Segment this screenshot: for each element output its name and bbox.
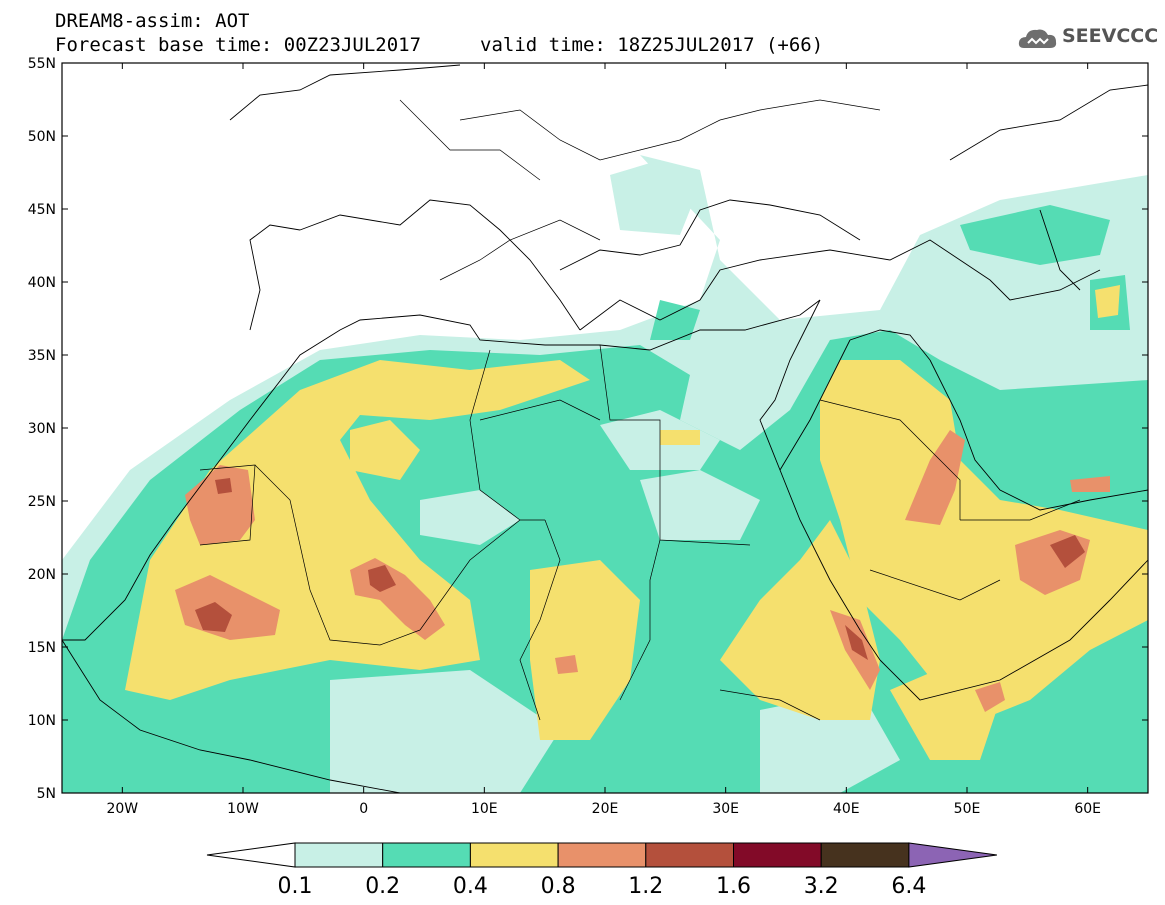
lon-label: 10E	[471, 801, 498, 817]
aot-field	[62, 63, 1148, 793]
colorbar-label: 0.8	[541, 874, 576, 899]
logo-text: SEEVCCC	[1062, 25, 1159, 47]
lon-label: 20W	[106, 801, 138, 817]
colorbar-low-extension	[206, 842, 296, 868]
colorbar-swatch	[294, 842, 384, 868]
coastlines	[62, 64, 1148, 793]
colorbar-label: 1.6	[716, 874, 751, 899]
lon-label: 60E	[1074, 801, 1101, 817]
lat-label: 30N	[28, 421, 56, 437]
axis-labels: 55N 50N 45N 40N 35N 30N 25N 20N 15N 10N 5N 20W 10W 0 1…	[28, 56, 1148, 817]
colorbar-label: 0.4	[453, 874, 488, 899]
lat-label: 55N	[28, 56, 56, 72]
lon-label: 10W	[227, 801, 259, 817]
lat-label: 50N	[28, 129, 56, 145]
lon-label: 50E	[954, 801, 981, 817]
colorbar-swatch	[469, 842, 559, 868]
colorbar-swatch	[820, 842, 910, 868]
colorbar-label: 0.1	[278, 874, 313, 899]
colorbar: 0.1 0.2 0.4 0.8 1.2 1.6 3.2 6.4	[206, 842, 997, 899]
colorbar-label: 1.2	[628, 874, 663, 899]
colorbar-label: 3.2	[804, 874, 839, 899]
colorbar-swatch	[382, 842, 471, 868]
lat-label: 5N	[37, 786, 56, 802]
country-borders	[199, 99, 1081, 721]
colorbar-swatch	[557, 842, 647, 868]
lon-label: 30E	[712, 801, 739, 817]
colorbar-label: 0.2	[365, 874, 400, 899]
colorbar-swatch	[733, 842, 822, 868]
lat-label: 20N	[28, 567, 56, 583]
lon-label: 40E	[833, 801, 860, 817]
map-title: DREAM8-assim: AOT	[55, 10, 250, 32]
forecast-base-time: Forecast base time: 00Z23JUL2017	[55, 34, 422, 56]
colorbar-swatch	[645, 842, 734, 868]
cloud-logo-icon	[1018, 29, 1057, 48]
lon-label: 0	[359, 801, 368, 817]
lat-label: 35N	[28, 348, 56, 364]
lat-label: 10N	[28, 713, 56, 729]
aot-level-1.2	[195, 478, 1085, 660]
valid-time: valid time: 18Z25JUL2017 (+66)	[480, 34, 824, 56]
lat-label: 25N	[28, 494, 56, 510]
lat-label: 40N	[28, 275, 56, 291]
colorbar-high-extension	[908, 842, 997, 868]
colorbar-label: 6.4	[891, 874, 926, 899]
lat-label: 45N	[28, 202, 56, 218]
lat-label: 15N	[28, 640, 56, 656]
lon-label: 20E	[592, 801, 619, 817]
